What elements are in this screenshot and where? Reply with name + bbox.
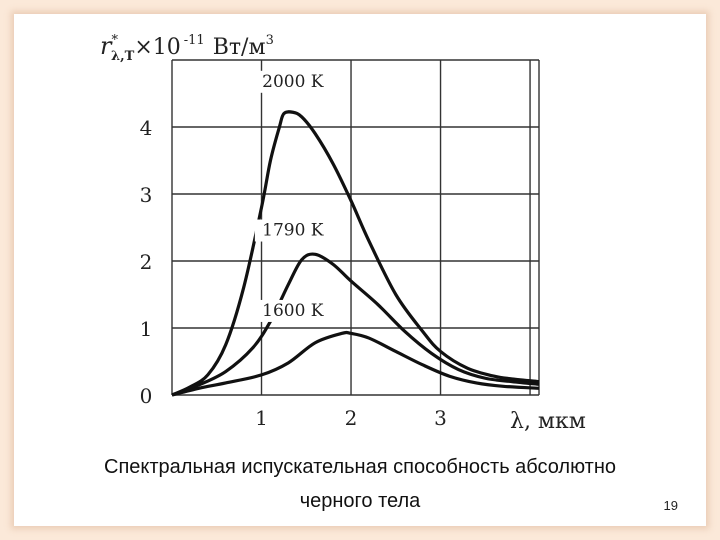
curve-1790k xyxy=(171,252,540,397)
y-axis-superscript: * xyxy=(111,33,118,48)
chart-ticks: 0 1 2 3 4 1 2 3 xyxy=(140,116,447,430)
chart-curves xyxy=(171,110,540,397)
x-tick-label: 1 xyxy=(255,406,268,430)
slide: 0 1 2 3 4 1 2 3 2000 K 1790 K 1600 K r* λ,T×10 -11 В… xyxy=(14,14,706,526)
chart-grid xyxy=(171,59,540,396)
y-tick-label: 1 xyxy=(140,317,153,341)
x-axis-title: λ, мкм xyxy=(510,409,586,434)
y-tick-label: 0 xyxy=(140,384,153,408)
x-tick-label: 3 xyxy=(434,406,447,430)
y-axis-exponent: -11 xyxy=(184,33,205,48)
curve-2000k xyxy=(171,110,540,397)
curve-label-background xyxy=(254,70,331,93)
y-tick-label: 4 xyxy=(140,116,153,140)
y-axis-multiplier: ×10 xyxy=(134,35,180,60)
blackbody-spectrum-chart: 0 1 2 3 4 1 2 3 2000 K 1790 K 1600 K r* λ,T×10 -11 В… xyxy=(100,32,586,434)
curve-label: 1790 K xyxy=(262,221,324,241)
chart-curve-labels: 2000 K 1790 K 1600 K xyxy=(254,70,331,322)
page-number: 19 xyxy=(663,498,678,513)
curve-label: 2000 K xyxy=(262,72,324,92)
caption-line-1: Спектральная испускательная способность … xyxy=(104,456,616,478)
y-tick-label: 2 xyxy=(140,250,153,274)
y-axis-title: r* λ,T×10 -11 Вт/м3 xyxy=(100,32,274,64)
y-tick-label: 3 xyxy=(140,183,153,207)
x-tick-label: 2 xyxy=(345,406,358,430)
curve-label-background xyxy=(254,299,331,322)
y-axis-units: Вт/м xyxy=(213,35,266,60)
curve-label: 1600 K xyxy=(262,301,324,321)
curve-1600k xyxy=(171,330,540,397)
y-axis-symbol: r xyxy=(100,32,113,60)
y-axis-subscript: λ,T xyxy=(111,49,135,64)
caption-line-2: черного тела xyxy=(299,490,421,512)
y-axis-units-exponent: 3 xyxy=(266,33,274,48)
curve-label-background xyxy=(254,219,331,242)
